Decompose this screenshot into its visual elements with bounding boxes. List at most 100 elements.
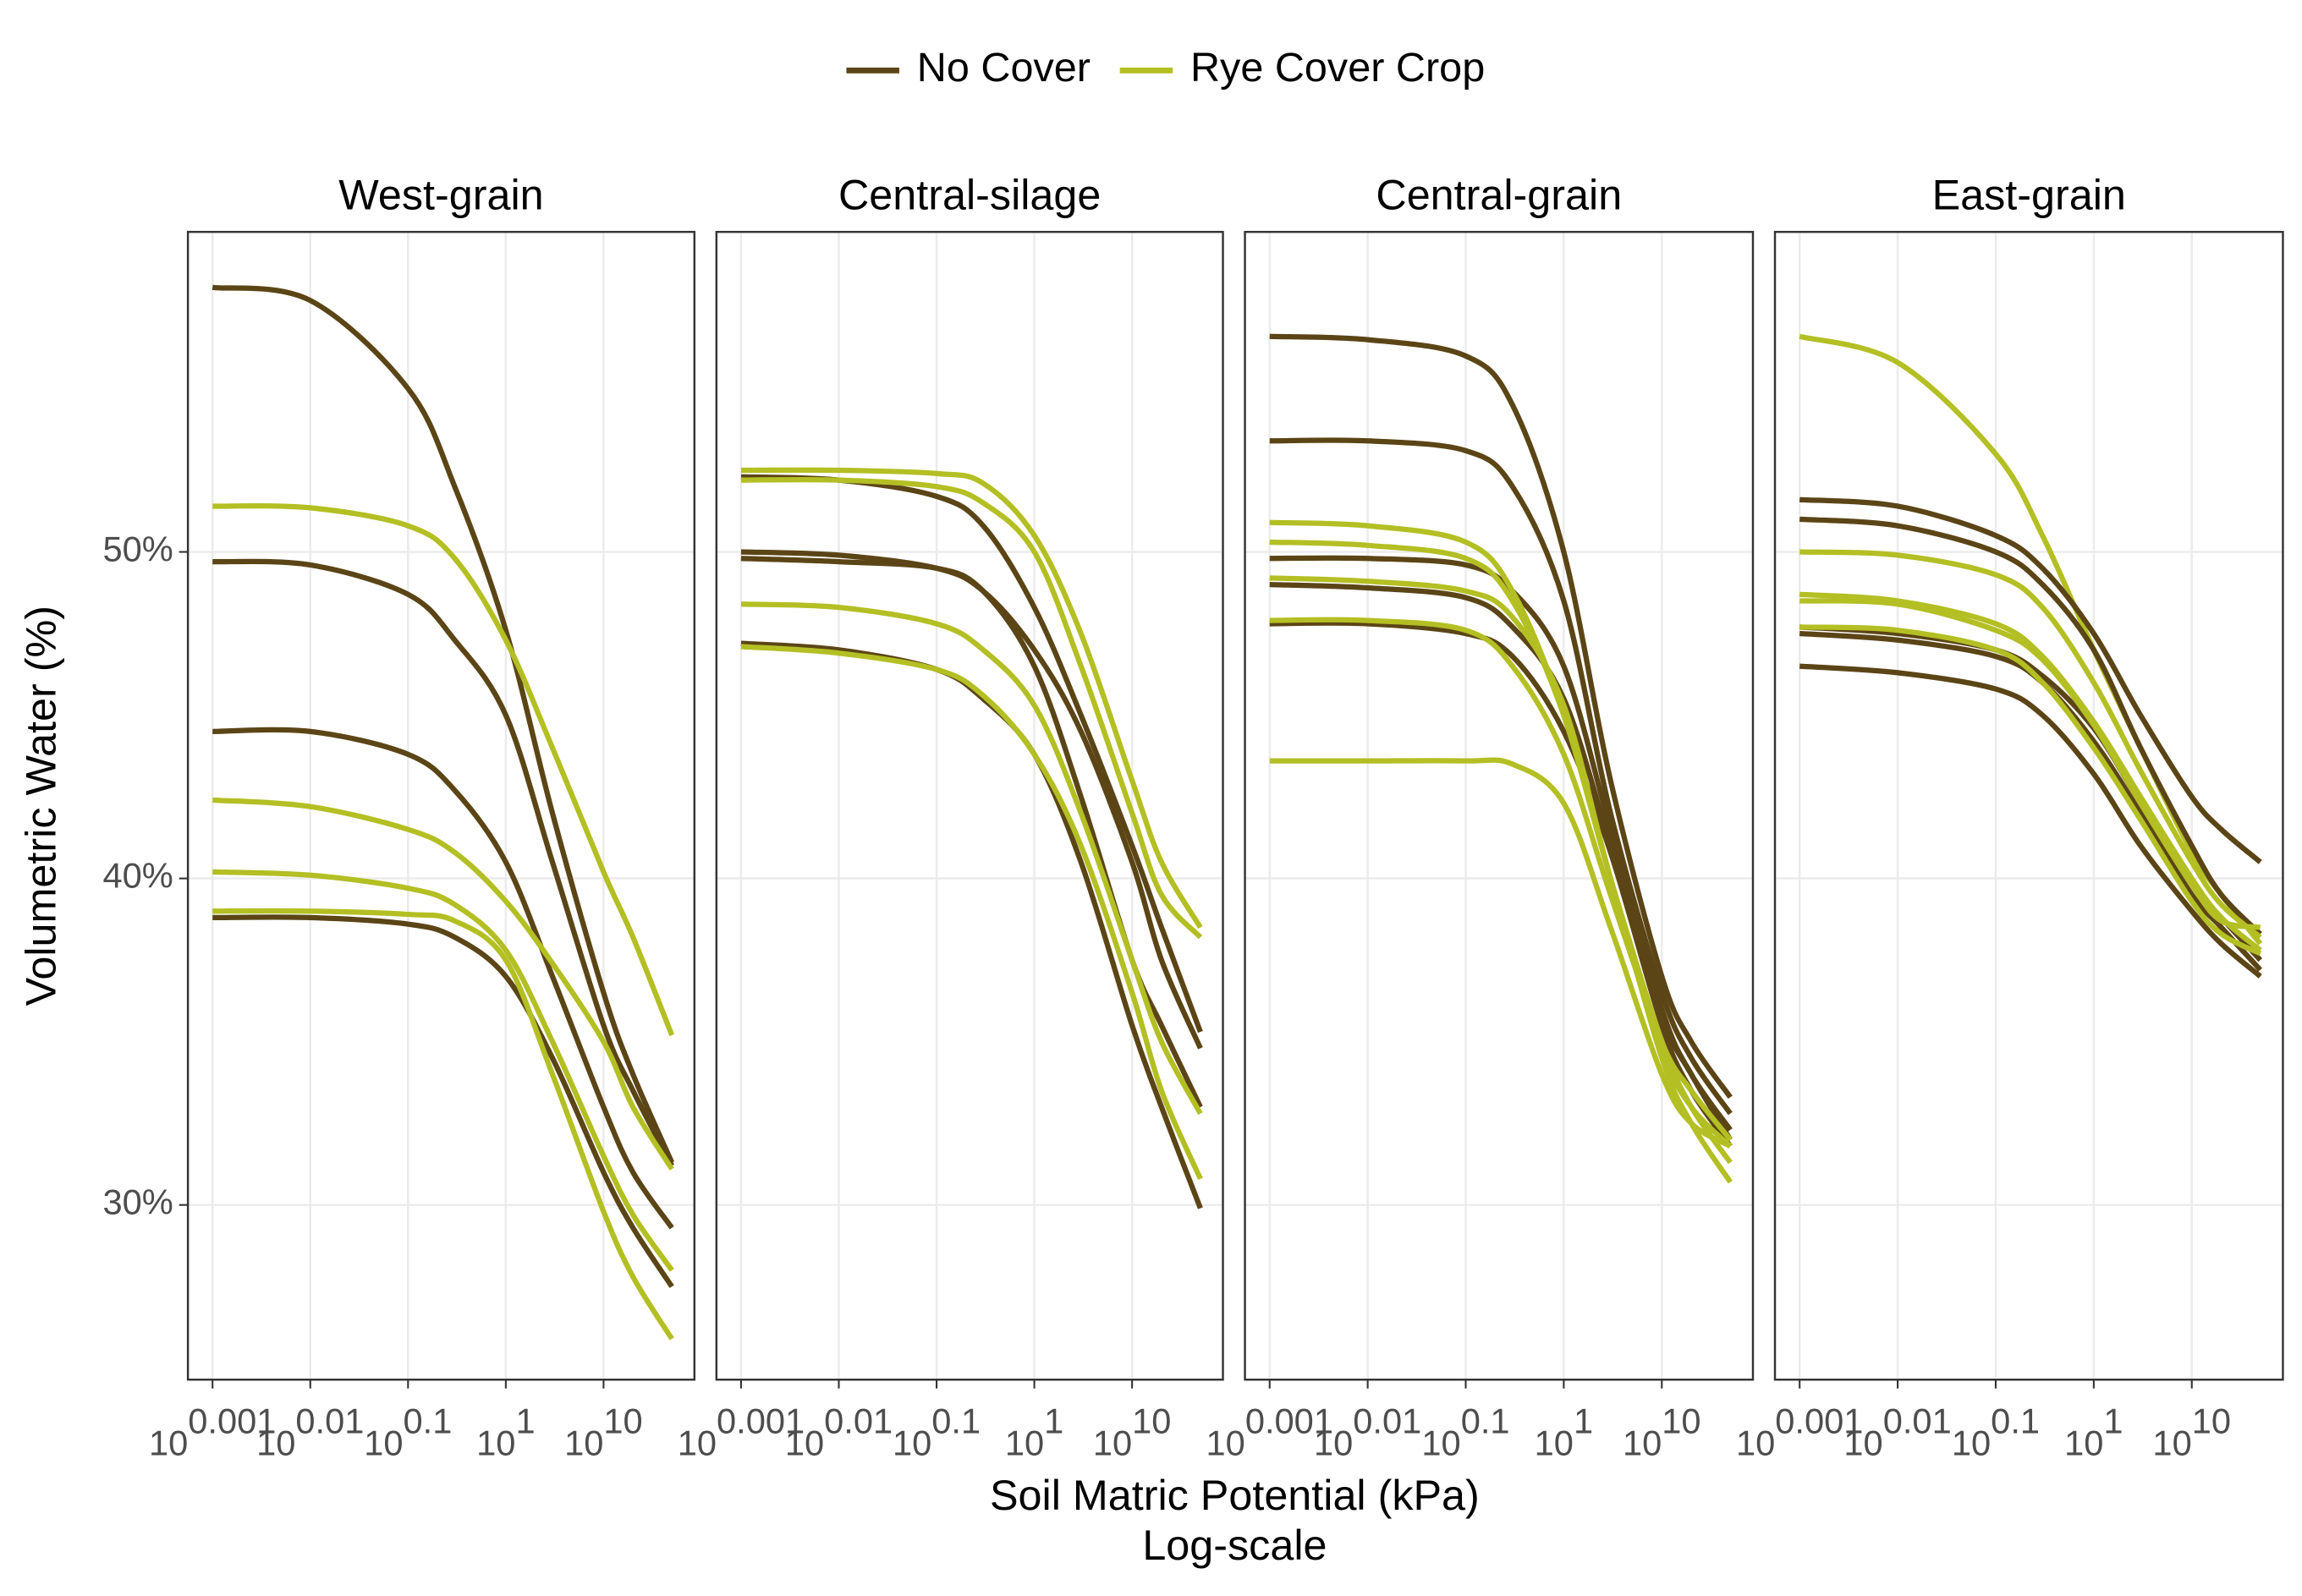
line [1269, 620, 1733, 1148]
x-tick-exponent: 0.01 [1883, 1401, 1952, 1440]
x-tick-base: 10 [1623, 1423, 1662, 1462]
line [1799, 516, 2262, 936]
x-tick-exponent: 0.001 [1775, 1401, 1863, 1440]
line [212, 727, 674, 1230]
line [740, 467, 1203, 930]
line [212, 284, 675, 1164]
line [1799, 496, 2262, 864]
x-tick-base: 10 [1005, 1423, 1044, 1462]
x-axis-subtitle: Log-scale [1142, 1521, 1327, 1569]
x-tick-base: 10 [1736, 1423, 1775, 1462]
x-tick-label: 10 [1005, 1423, 1044, 1462]
x-tick-exponent: 0.001 [717, 1401, 805, 1440]
x-tick-base: 10 [1314, 1423, 1353, 1462]
x-tick-exponent: 0.01 [1353, 1401, 1421, 1440]
x-tick-base: 10 [1952, 1423, 1991, 1462]
line [1799, 598, 2261, 930]
x-tick-label: 10 [785, 1423, 824, 1462]
panel-border [1773, 230, 2284, 1381]
line [1799, 624, 2262, 957]
x-tick-base: 10 [1421, 1423, 1460, 1462]
x-tick-base: 10 [564, 1423, 603, 1462]
line [1269, 437, 1733, 1116]
line [1269, 539, 1733, 1184]
x-tick-exponent: 10 [1662, 1401, 1700, 1440]
x-tick-base: 10 [256, 1423, 295, 1462]
x-tick-label: 10 [1736, 1423, 1775, 1462]
line [1799, 663, 2262, 979]
x-tick-base: 10 [2064, 1423, 2103, 1462]
x-tick-exponent: 10 [1132, 1401, 1171, 1440]
line [1269, 582, 1733, 1142]
line [740, 549, 1203, 1050]
x-tick-base: 10 [678, 1423, 717, 1462]
x-tick-base: 10 [1535, 1423, 1574, 1462]
x-tick-exponent: 0.1 [404, 1401, 453, 1440]
x-tick-exponent: 1 [1574, 1401, 1593, 1440]
panel-title: East-grain [1932, 171, 2126, 219]
line [740, 601, 1203, 1116]
x-tick-exponent: 10 [2192, 1401, 2231, 1440]
x-tick-exponent: 1 [1044, 1401, 1063, 1440]
line [1269, 617, 1733, 1142]
x-tick-label: 10 [149, 1423, 188, 1462]
x-tick-exponent: 0.001 [1245, 1401, 1333, 1440]
legend: No Cover Rye Cover Crop [846, 45, 1485, 90]
line [740, 644, 1203, 1181]
x-tick-label: 10 [1421, 1423, 1460, 1462]
line [212, 908, 674, 1341]
x-tick-base: 10 [149, 1423, 188, 1462]
x-tick-label: 10 [564, 1423, 603, 1462]
x-tick-label: 10 [364, 1423, 403, 1462]
line [1269, 757, 1732, 1149]
x-tick-base: 10 [364, 1423, 403, 1462]
x-tick-exponent: 0.1 [1991, 1401, 2040, 1440]
x-tick-base: 10 [785, 1423, 824, 1462]
x-tick-label: 10 [1093, 1423, 1132, 1462]
x-tick-label: 10 [893, 1423, 931, 1462]
panel-border [1244, 230, 1755, 1381]
line [212, 914, 674, 1288]
x-tick-label: 10 [2152, 1423, 2191, 1462]
panel-background [716, 232, 1223, 1380]
line [1799, 549, 2262, 940]
legend-label: Rye Cover Crop [1190, 45, 1485, 90]
x-tick-base: 10 [2152, 1423, 2191, 1462]
x-tick-exponent: 0.01 [295, 1401, 364, 1440]
panel: West-grain100.001100.01100.1101101030%40… [102, 171, 696, 1462]
x-tick-base: 10 [893, 1423, 931, 1462]
panel-background [1775, 232, 2283, 1380]
panel-title: Central-silage [838, 171, 1101, 219]
line [1799, 630, 2263, 972]
x-tick-base: 10 [476, 1423, 515, 1462]
x-tick-exponent: 0.1 [1461, 1401, 1510, 1440]
x-tick-exponent: 0.01 [824, 1401, 893, 1440]
x-tick-label: 10 [476, 1423, 515, 1462]
x-tick-exponent: 1 [515, 1401, 535, 1440]
line [212, 558, 674, 1167]
panel-title: West-grain [338, 171, 543, 219]
x-tick-label: 10 [1843, 1423, 1882, 1462]
line [212, 869, 674, 1272]
y-tick-label: 30% [102, 1182, 173, 1222]
x-tick-base: 10 [1093, 1423, 1132, 1462]
x-tick-exponent: 10 [603, 1401, 642, 1440]
line [212, 797, 674, 1171]
panel-border [186, 230, 696, 1381]
x-tick-label: 10 [678, 1423, 717, 1462]
x-tick-base: 10 [1206, 1423, 1245, 1462]
x-tick-label: 10 [1535, 1423, 1574, 1462]
y-tick-label: 40% [102, 856, 173, 896]
panel-border [715, 230, 1224, 1381]
x-tick-label: 10 [1952, 1423, 1991, 1462]
line [740, 556, 1203, 1109]
x-tick-label: 10 [1206, 1423, 1245, 1462]
line [1269, 575, 1733, 1149]
x-tick-label: 10 [1314, 1423, 1353, 1462]
line [212, 502, 675, 1037]
x-tick-exponent: 0.001 [188, 1401, 276, 1440]
